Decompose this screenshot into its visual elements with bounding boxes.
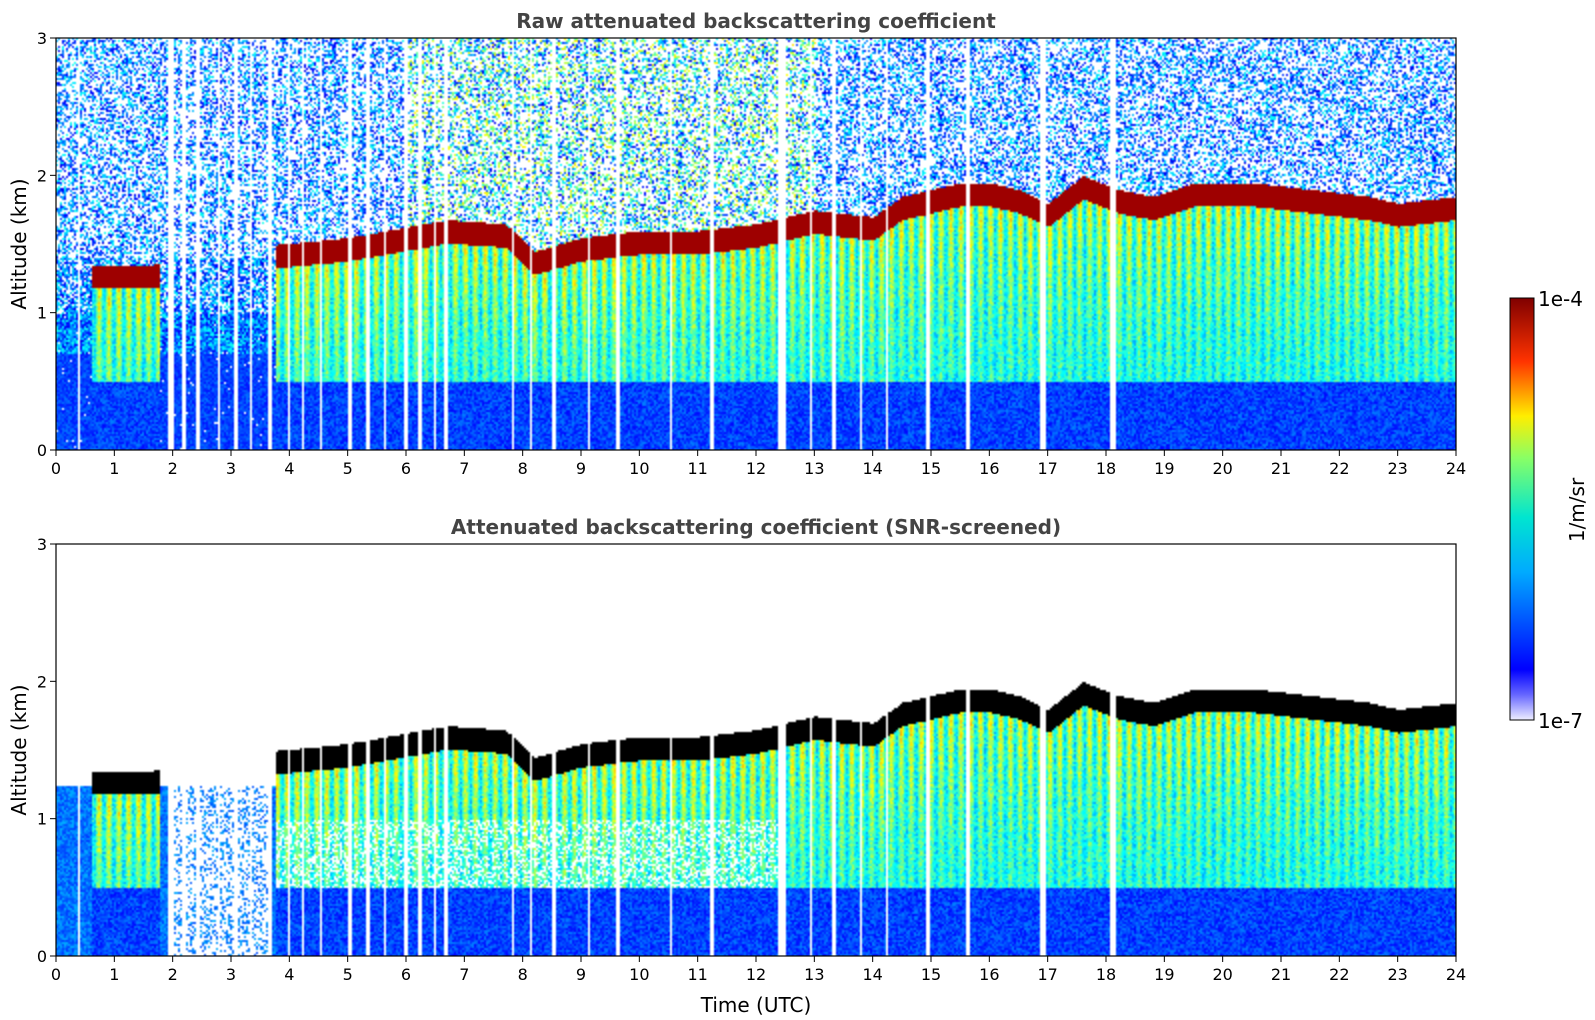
x-tick-label: 22 bbox=[1329, 459, 1349, 478]
x-tick-label: 3 bbox=[226, 965, 236, 984]
x-tick-label: 22 bbox=[1329, 965, 1349, 984]
x-tick-label: 2 bbox=[168, 459, 178, 478]
x-tick-label: 20 bbox=[1212, 459, 1232, 478]
y-axis-title-screened: Altitude (km) bbox=[7, 684, 31, 815]
x-tick-label: 23 bbox=[1387, 965, 1407, 984]
x-tick-label: 4 bbox=[284, 965, 294, 984]
colorbar-min-label: 1e-7 bbox=[1538, 709, 1583, 733]
x-tick-label: 23 bbox=[1387, 459, 1407, 478]
x-tick-label: 13 bbox=[804, 459, 824, 478]
heatmap-screened bbox=[56, 544, 1456, 956]
x-tick-label: 15 bbox=[921, 459, 941, 478]
panel-raw: Raw attenuated backscattering coefficien… bbox=[7, 9, 1466, 478]
x-tick-label: 0 bbox=[51, 965, 61, 984]
x-tick-label: 10 bbox=[629, 459, 649, 478]
y-tick-label: 0 bbox=[37, 441, 47, 460]
x-tick-label: 2 bbox=[168, 965, 178, 984]
y-axis-raw: 0 1 2 3 bbox=[37, 29, 56, 460]
colorbar-unit-label: 1/m/sr bbox=[1565, 477, 1589, 542]
x-tick-label: 1 bbox=[109, 965, 119, 984]
x-tick-label: 6 bbox=[401, 965, 411, 984]
x-tick-label: 1 bbox=[109, 459, 119, 478]
colorbar: 1e-4 1e-7 1/m/sr bbox=[1509, 287, 1589, 733]
y-tick-label: 2 bbox=[37, 672, 47, 691]
x-tick-label: 9 bbox=[576, 965, 586, 984]
colorbar-gradient bbox=[1509, 297, 1535, 721]
x-tick-label: 4 bbox=[284, 459, 294, 478]
x-tick-label: 19 bbox=[1154, 965, 1174, 984]
x-tick-label: 16 bbox=[979, 459, 999, 478]
x-tick-label: 0 bbox=[51, 459, 61, 478]
y-tick-label: 3 bbox=[37, 535, 47, 554]
x-tick-label: 18 bbox=[1096, 965, 1116, 984]
x-axis-screened: 0 1 2 3 4 5 6 7 8 9 10 11 12 13 14 15 16 17 18 19 20 21 22 23 24 bbox=[51, 956, 1466, 984]
x-tick-label: 11 bbox=[687, 965, 707, 984]
panel-screened: Attenuated backscattering coefficient (S… bbox=[7, 515, 1466, 1017]
x-tick-label: 11 bbox=[687, 459, 707, 478]
y-axis-title-raw: Altitude (km) bbox=[7, 178, 31, 309]
heatmap-raw bbox=[56, 38, 1456, 450]
y-tick-label: 1 bbox=[37, 810, 47, 829]
x-tick-label: 20 bbox=[1212, 965, 1232, 984]
x-tick-label: 9 bbox=[576, 459, 586, 478]
y-tick-label: 3 bbox=[37, 29, 47, 48]
x-tick-label: 14 bbox=[862, 459, 882, 478]
x-axis-raw: 0 1 2 3 4 5 6 7 8 9 10 11 12 13 14 15 16 17 18 19 20 21 22 23 24 bbox=[51, 450, 1466, 478]
x-tick-label: 14 bbox=[862, 965, 882, 984]
x-tick-label: 12 bbox=[746, 459, 766, 478]
x-tick-label: 15 bbox=[921, 965, 941, 984]
x-tick-label: 18 bbox=[1096, 459, 1116, 478]
x-tick-label: 7 bbox=[459, 459, 469, 478]
x-tick-label: 7 bbox=[459, 965, 469, 984]
panel-title-screened: Attenuated backscattering coefficient (S… bbox=[451, 515, 1061, 539]
x-tick-label: 21 bbox=[1271, 965, 1291, 984]
x-tick-label: 13 bbox=[804, 965, 824, 984]
y-tick-label: 0 bbox=[37, 947, 47, 966]
x-tick-label: 5 bbox=[343, 965, 353, 984]
x-tick-label: 19 bbox=[1154, 459, 1174, 478]
heatmap-image-screened bbox=[56, 544, 1456, 956]
x-tick-label: 3 bbox=[226, 459, 236, 478]
colorbar-max-label: 1e-4 bbox=[1538, 287, 1583, 311]
heatmap-image-raw bbox=[56, 38, 1456, 450]
x-tick-label: 21 bbox=[1271, 459, 1291, 478]
x-tick-label: 24 bbox=[1446, 459, 1466, 478]
x-tick-label: 17 bbox=[1037, 459, 1057, 478]
y-axis-screened: 0 1 2 3 bbox=[37, 535, 56, 966]
x-tick-label: 8 bbox=[518, 965, 528, 984]
x-tick-label: 17 bbox=[1037, 965, 1057, 984]
x-tick-label: 5 bbox=[343, 459, 353, 478]
x-tick-label: 6 bbox=[401, 459, 411, 478]
x-tick-label: 8 bbox=[518, 459, 528, 478]
x-tick-label: 10 bbox=[629, 965, 649, 984]
y-tick-label: 1 bbox=[37, 304, 47, 323]
y-tick-label: 2 bbox=[37, 166, 47, 185]
panel-title-raw: Raw attenuated backscattering coefficien… bbox=[516, 9, 996, 33]
x-tick-label: 12 bbox=[746, 965, 766, 984]
x-axis-title: Time (UTC) bbox=[700, 993, 812, 1017]
x-tick-label: 16 bbox=[979, 965, 999, 984]
x-tick-label: 24 bbox=[1446, 965, 1466, 984]
